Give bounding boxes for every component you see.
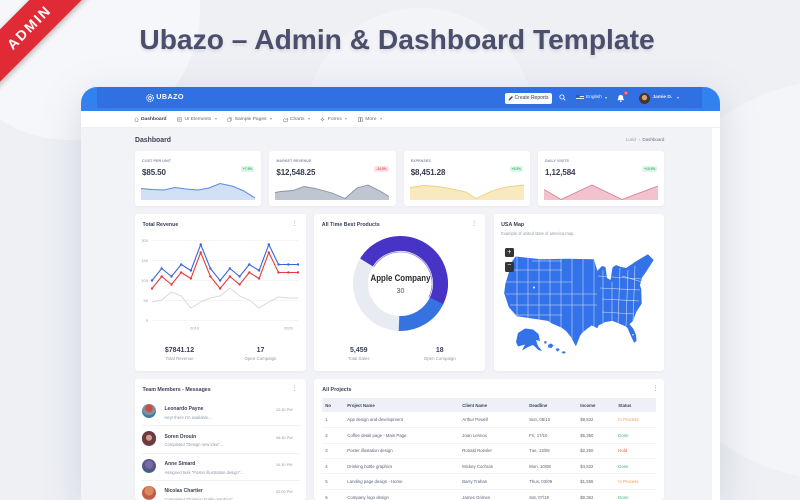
svg-text:2020: 2020: [284, 325, 294, 330]
svg-text:Apple Company: Apple Company: [370, 273, 431, 284]
svg-text:2010: 2010: [190, 325, 200, 330]
svg-text:50: 50: [144, 298, 149, 303]
svg-text:150: 150: [141, 258, 148, 263]
svg-text:30: 30: [397, 288, 405, 295]
svg-text:0: 0: [146, 318, 149, 323]
svg-text:200: 200: [141, 238, 148, 243]
svg-text:100: 100: [141, 278, 148, 283]
